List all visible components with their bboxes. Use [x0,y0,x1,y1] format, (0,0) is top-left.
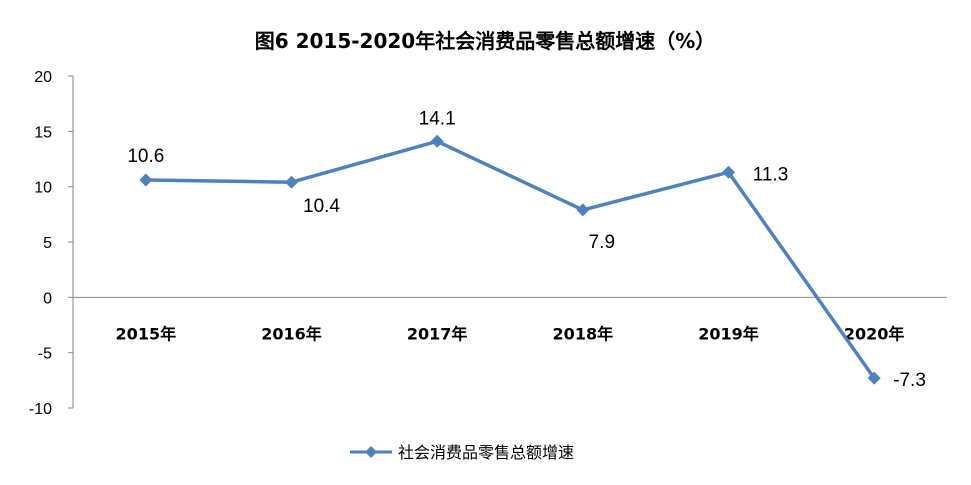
y-tick-label: 0 [43,290,52,307]
data-points [139,134,881,385]
y-tick-label: 20 [34,69,52,86]
data-point [430,134,444,148]
chart-title: 图6 2015-2020年社会消费品零售总额增速（%） [255,29,716,53]
data-label: 7.9 [589,232,615,253]
legend-label: 社会消费品零售总额增速 [398,443,574,462]
data-point [285,175,298,189]
x-tick-label: 2017年 [407,324,468,343]
y-axis-ticks: -10 -5 0 5 10 15 20 [29,69,73,418]
y-tick-label: -10 [29,401,52,418]
x-axis-ticks: 2015年 2016年 2017年 2018年 2019年 2020年 [116,324,905,343]
data-labels: 10.6 10.4 14.1 7.9 11.3 -7.3 [127,108,926,391]
x-tick-label: 2020年 [844,324,905,343]
y-tick-label: 15 [34,124,52,141]
x-tick-label: 2016年 [261,324,322,343]
series-lines [145,139,876,380]
data-point [139,173,153,187]
data-label: -7.3 [893,370,926,391]
x-tick-label: 2018年 [553,324,614,343]
x-tick-label: 2015年 [116,324,177,343]
legend-diamond-marker [365,446,377,458]
data-label: 14.1 [419,108,456,129]
data-point [722,165,735,179]
series-line [145,139,876,380]
data-label: 10.6 [127,146,164,167]
data-label: 10.4 [303,196,340,217]
x-tick-label: 2019年 [698,324,759,343]
y-tick-label: 5 [43,235,52,252]
legend: 社会消费品零售总额增速 [350,443,574,462]
data-point [576,203,590,217]
y-tick-label: 10 [34,180,52,197]
data-label: 11.3 [753,164,789,185]
data-point [867,371,881,385]
y-tick-label: -5 [38,346,52,363]
axes [72,76,947,408]
